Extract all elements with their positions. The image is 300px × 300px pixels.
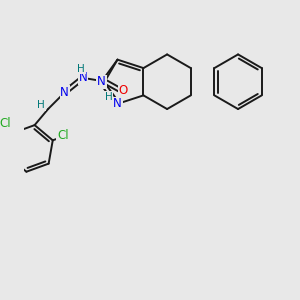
Text: N: N: [60, 86, 69, 99]
Text: H: H: [37, 100, 45, 110]
Text: Cl: Cl: [0, 117, 11, 130]
Text: H: H: [104, 92, 112, 101]
Text: N: N: [97, 75, 106, 88]
Text: N: N: [79, 71, 87, 84]
Text: H: H: [77, 64, 85, 74]
Text: N: N: [113, 97, 122, 110]
Text: O: O: [118, 84, 128, 97]
Text: Cl: Cl: [57, 129, 69, 142]
